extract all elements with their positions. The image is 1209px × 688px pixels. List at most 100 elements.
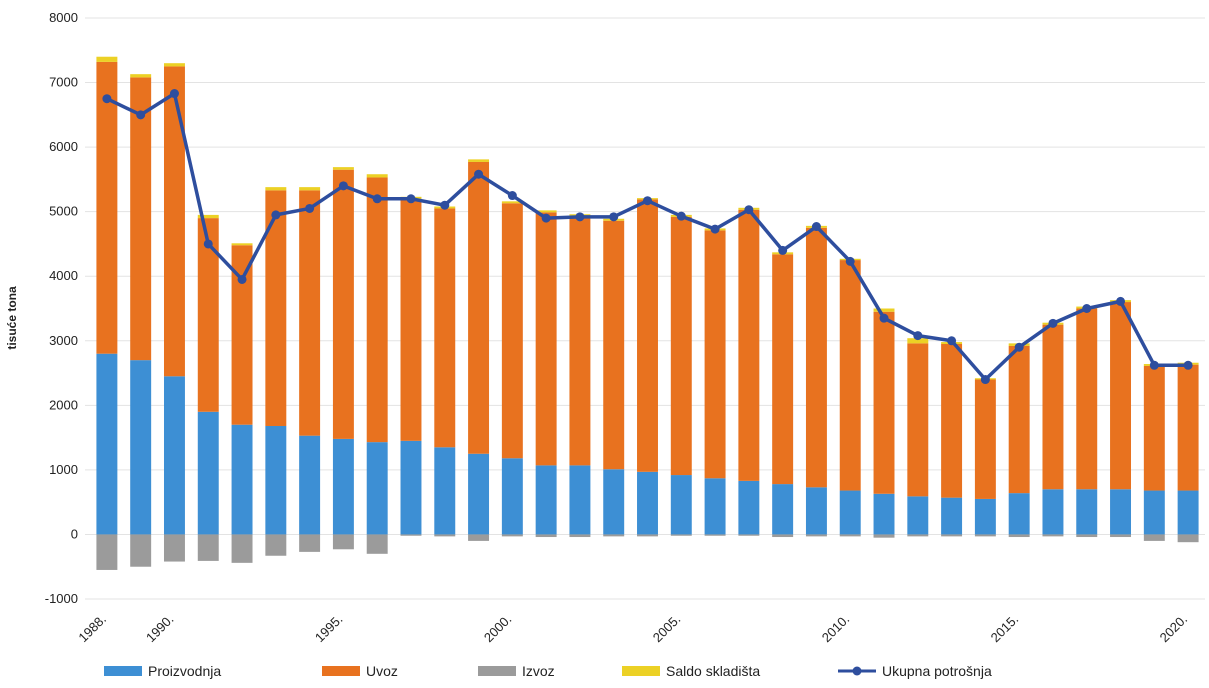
legend-label: Uvoz bbox=[366, 663, 398, 679]
total-consumption-point bbox=[1183, 360, 1193, 370]
bar-uvoz bbox=[535, 212, 557, 466]
bar-izvoz bbox=[299, 534, 321, 552]
bar-izvoz bbox=[772, 534, 794, 538]
bar-proizvodnja bbox=[299, 435, 321, 535]
bar-proizvodnja bbox=[704, 478, 726, 535]
y-tick-label: 6000 bbox=[49, 139, 78, 154]
total-consumption-point bbox=[913, 331, 923, 341]
bar-uvoz bbox=[197, 218, 219, 412]
y-tick-label: 7000 bbox=[49, 75, 78, 90]
bar-saldo-skladita bbox=[501, 201, 523, 204]
bar-saldo-skladita bbox=[130, 74, 152, 78]
bar-proizvodnja bbox=[1008, 493, 1030, 535]
bar-proizvodnja bbox=[805, 487, 827, 535]
y-tick-label: 1000 bbox=[49, 462, 78, 477]
bar-uvoz bbox=[1110, 302, 1132, 490]
total-consumption-point bbox=[372, 194, 382, 204]
bar-proizvodnja bbox=[1042, 489, 1064, 535]
x-tick-label: 1990. bbox=[143, 612, 177, 646]
total-consumption-point bbox=[609, 212, 619, 222]
bar-uvoz bbox=[839, 260, 861, 491]
bar-proizvodnja bbox=[197, 411, 219, 535]
bar-izvoz bbox=[873, 534, 895, 538]
x-tick-label: 1988. bbox=[75, 612, 109, 646]
total-consumption-point bbox=[237, 274, 247, 284]
bar-proizvodnja bbox=[130, 360, 152, 535]
bar-izvoz bbox=[400, 534, 422, 536]
bar-uvoz bbox=[1008, 345, 1030, 494]
bar-saldo-skladita bbox=[332, 167, 354, 170]
bar-izvoz bbox=[1143, 534, 1165, 541]
bar-izvoz bbox=[1042, 534, 1064, 537]
bar-uvoz bbox=[704, 230, 726, 479]
total-consumption-point bbox=[744, 205, 754, 215]
total-consumption-point bbox=[845, 256, 855, 266]
bar-proizvodnja bbox=[163, 376, 185, 535]
y-tick-label: 3000 bbox=[49, 333, 78, 348]
bar-uvoz bbox=[400, 198, 422, 441]
total-consumption-point bbox=[507, 191, 517, 201]
bar-saldo-skladita bbox=[96, 56, 118, 62]
legend-swatch bbox=[478, 666, 516, 676]
total-consumption-point bbox=[980, 375, 990, 385]
bar-uvoz bbox=[738, 209, 760, 481]
bar-proizvodnja bbox=[941, 497, 963, 535]
total-consumption-point bbox=[1048, 318, 1058, 328]
y-tick-label: 4000 bbox=[49, 268, 78, 283]
bar-proizvodnja bbox=[1177, 490, 1199, 535]
bar-proizvodnja bbox=[603, 469, 625, 535]
bar-izvoz bbox=[197, 534, 219, 561]
legend-swatch bbox=[104, 666, 142, 676]
bar-uvoz bbox=[873, 311, 895, 494]
x-tick-label: 2015. bbox=[988, 612, 1022, 646]
bar-proizvodnja bbox=[1110, 489, 1132, 535]
bar-saldo-skladita bbox=[299, 187, 321, 191]
total-consumption-point bbox=[811, 222, 821, 232]
bar-uvoz bbox=[907, 343, 929, 497]
x-tick-label: 2005. bbox=[650, 612, 684, 646]
legend-swatch bbox=[622, 666, 660, 676]
bar-saldo-skladita bbox=[873, 308, 895, 312]
bar-saldo-skladita bbox=[197, 214, 219, 219]
bar-uvoz bbox=[231, 245, 253, 425]
bar-proizvodnja bbox=[468, 453, 490, 535]
bar-uvoz bbox=[670, 216, 692, 476]
bar-proizvodnja bbox=[670, 475, 692, 535]
total-consumption-point bbox=[879, 313, 889, 323]
bar-uvoz bbox=[163, 66, 185, 377]
x-tick-label: 2000. bbox=[481, 612, 515, 646]
bar-izvoz bbox=[468, 534, 490, 541]
bar-uvoz bbox=[265, 190, 287, 426]
bar-uvoz bbox=[1076, 308, 1098, 490]
bar-izvoz bbox=[974, 534, 996, 537]
bar-saldo-skladita bbox=[468, 159, 490, 162]
bar-izvoz bbox=[569, 534, 591, 538]
bar-uvoz bbox=[501, 203, 523, 459]
bar-izvoz bbox=[637, 534, 658, 537]
total-consumption-point bbox=[947, 336, 957, 346]
bar-izvoz bbox=[366, 534, 388, 554]
total-consumption-point bbox=[1116, 296, 1126, 306]
total-consumption-point bbox=[102, 94, 112, 104]
total-consumption-point bbox=[710, 224, 720, 234]
bar-proizvodnja bbox=[873, 493, 895, 535]
bar-izvoz bbox=[434, 534, 456, 537]
bar-izvoz bbox=[332, 534, 354, 550]
bar-proizvodnja bbox=[265, 425, 287, 535]
total-consumption-point bbox=[1014, 342, 1024, 352]
total-consumption-point bbox=[203, 239, 213, 249]
bar-uvoz bbox=[434, 208, 456, 448]
total-consumption-point bbox=[643, 196, 652, 206]
bar-izvoz bbox=[805, 534, 827, 537]
bar-uvoz bbox=[772, 254, 794, 485]
bar-proizvodnja bbox=[974, 498, 996, 535]
bar-saldo-skladita bbox=[366, 174, 388, 178]
bar-saldo-skladita bbox=[163, 63, 185, 67]
y-tick-label: 0 bbox=[71, 526, 78, 541]
total-consumption-point bbox=[305, 203, 315, 213]
total-consumption-point bbox=[676, 211, 686, 221]
bar-izvoz bbox=[130, 534, 152, 567]
total-consumption-point bbox=[169, 89, 179, 99]
bar-proizvodnja bbox=[1143, 490, 1165, 535]
bar-uvoz bbox=[603, 220, 625, 470]
